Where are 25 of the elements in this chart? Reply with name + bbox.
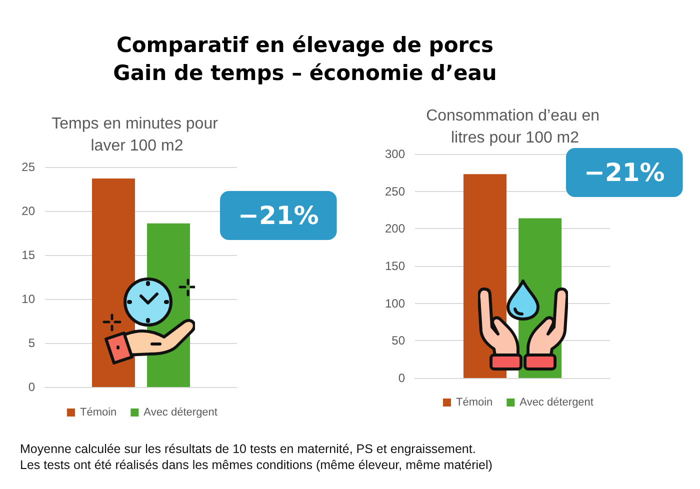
legend-label: Avec détergent [144,406,218,418]
y-tick-label: 50 [392,334,406,348]
y-tick-label: 0 [398,371,406,385]
chart-title: Temps en minutes pour laver 100 m2 [52,116,222,154]
y-tick-label: 0 [28,380,36,394]
legend-label: Témoin [80,406,117,418]
chart-title: Consommation d’eau en litres pour 100 m2 [426,108,604,146]
y-tick-label: 250 [384,184,406,198]
y-tick-label: 150 [384,259,406,273]
y-tick-label: 15 [22,248,36,262]
annotation: −21% [584,158,665,187]
y-tick-label: 10 [22,292,36,306]
y-tick-label: 300 [384,147,406,161]
legend-label: Témoin [456,396,493,408]
y-tick-label: 20 [22,204,36,218]
y-tick-label: 25 [22,160,36,174]
text: Gain de temps – économie d’eau [112,60,498,87]
y-tick-label: 200 [384,222,406,236]
y-tick-label: 5 [28,336,36,350]
text: Les tests ont été réalisés dans les mêmes conditions (même éleveur, même matériel) [20,457,494,473]
legend-label: Avec détergent [520,396,594,408]
y-tick-label: 100 [384,296,406,310]
text: −21% [238,201,319,230]
text: Comparatif en élevage de porcs [115,32,495,59]
text: Moyenne calculée sur les résultats de 10 tests en maternité, PS et engraissement. [20,441,477,457]
